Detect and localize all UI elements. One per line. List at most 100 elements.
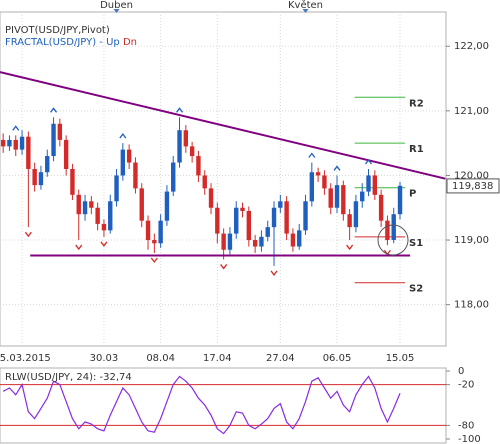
candle-body (202, 175, 207, 189)
candle-body (397, 185, 403, 215)
pivot-label: S1 (409, 238, 423, 249)
candle-body (189, 146, 195, 157)
fractal-arrow (119, 133, 127, 139)
fractal-legend: FRACTAL(USD/JPY) - Up Dn (5, 37, 137, 48)
candle-body (372, 175, 378, 195)
fractal-name: FRACTAL(USD/JPY) - (5, 37, 103, 48)
month-label: Květen (288, 0, 323, 11)
fractal-arrow (220, 264, 228, 270)
candle-body (57, 123, 63, 140)
candle-body (158, 220, 163, 244)
last-price-label: 119,838 (452, 181, 493, 192)
x-tick-label: 15.03.2015 (0, 353, 51, 364)
pivot-label: S2 (409, 284, 423, 295)
candle-body (101, 223, 107, 231)
fractal-arrow (150, 257, 158, 264)
month-marker (113, 9, 120, 13)
candle-body (341, 185, 346, 215)
candle-body (259, 236, 264, 247)
fractal-down: Dn (123, 37, 137, 48)
y-tick-label: 119,00 (454, 235, 489, 246)
x-tick-label: 08.04 (146, 353, 175, 364)
x-tick-label: 30.03 (90, 353, 119, 364)
x-tick-label: 06.05 (323, 353, 352, 364)
candle-body (76, 194, 81, 215)
candle-body (297, 230, 302, 247)
candle-body (70, 168, 75, 195)
candle-body (120, 149, 126, 176)
candle-body (366, 175, 371, 192)
candle-body (309, 172, 315, 202)
candle-body (265, 227, 270, 237)
y-tick-label: 0 (458, 366, 464, 377)
candle-body (7, 139, 12, 147)
y-tick-label: -100 (458, 434, 481, 444)
candle-body (278, 201, 283, 208)
candle-body (183, 130, 189, 147)
fractal-arrow (364, 158, 373, 165)
trend-line (0, 71, 446, 180)
candle-body (196, 156, 201, 176)
candle-body (378, 194, 384, 221)
rlw-line (2, 375, 401, 435)
y-tick-label: 120,00 (454, 170, 489, 181)
y-tick-label: 118,00 (454, 300, 489, 311)
fractal-arrow (100, 241, 108, 247)
fractal-arrow (50, 107, 58, 113)
candle-body (360, 191, 365, 202)
candle-body (221, 233, 226, 250)
candle-body (328, 188, 333, 208)
y-tick-label: 122,00 (454, 41, 489, 52)
candle-body (45, 156, 50, 173)
candle-body (252, 240, 258, 247)
candle-body (19, 136, 25, 150)
fractal-arrow (12, 125, 20, 131)
fractal-arrow (333, 165, 341, 171)
candle-body (164, 191, 170, 221)
candle-body (227, 233, 233, 250)
candle-body (126, 149, 132, 163)
x-tick-label: 27.04 (266, 353, 295, 364)
candle-body (353, 201, 359, 228)
candle-body (177, 130, 182, 163)
month-label: Duben (100, 0, 133, 11)
candle-body (246, 210, 252, 241)
candle-body (215, 207, 220, 234)
fractal-arrow (308, 152, 316, 158)
candle-body (95, 207, 100, 224)
fractal-arrow (24, 231, 32, 238)
candle-body (13, 139, 18, 150)
candle-body (26, 136, 31, 169)
candle-body (89, 201, 94, 208)
candle-body (385, 220, 390, 241)
x-tick-label: 17.04 (203, 353, 232, 364)
candle-body (0, 139, 6, 147)
candle-body (145, 220, 151, 241)
pivot-label: R1 (409, 144, 424, 155)
candle-body (114, 175, 119, 202)
rlw-panel (0, 367, 447, 444)
candle-body (290, 233, 296, 247)
fractal-up: Up (106, 37, 120, 48)
candle-body (63, 139, 69, 169)
candle-body (240, 207, 245, 211)
main-panel (0, 11, 447, 347)
candle-body (271, 207, 277, 228)
candle-body (284, 201, 289, 234)
candle-body (334, 185, 340, 208)
candle-body (133, 162, 138, 189)
pivot-legend: PIVOT(USD/JPY,Pivot) (5, 25, 110, 36)
fractal-arrow (176, 107, 184, 113)
fractal-arrow (270, 270, 278, 276)
pivot-label: R2 (409, 98, 424, 109)
y-tick-label: -20 (458, 380, 474, 391)
candle-body (32, 168, 37, 186)
candle-body (322, 175, 327, 189)
candle-body (171, 162, 176, 192)
candle-body (51, 123, 56, 157)
candle-body (82, 201, 88, 215)
last-price-box (446, 178, 500, 194)
rlw-legend: RLW(USD/JPY, 24): -32,74 (5, 372, 132, 383)
candle-body (234, 207, 239, 234)
